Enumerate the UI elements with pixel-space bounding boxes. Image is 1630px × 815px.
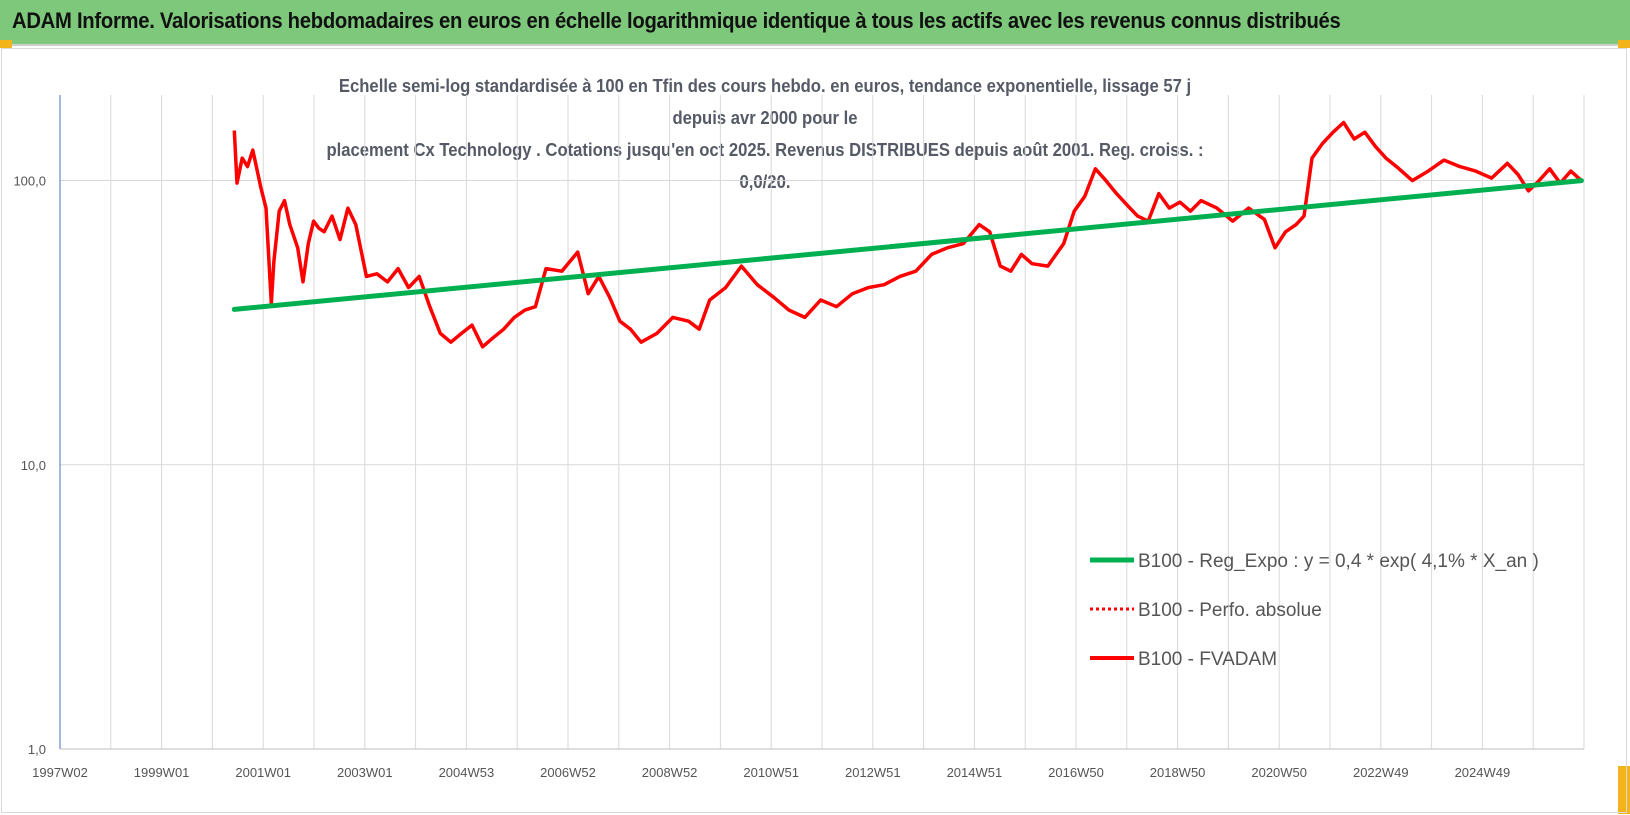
x-tick-label: 2004W53 [439, 765, 495, 780]
x-tick-label: 2016W50 [1048, 765, 1104, 780]
x-tick-label: 2006W52 [540, 765, 596, 780]
corner-marker-right [1618, 40, 1630, 48]
report-title: ADAM Informe. Valorisations hebdomadaire… [12, 8, 1341, 33]
x-tick-label: 2008W52 [642, 765, 698, 780]
chart-title: Echelle semi-log standardisée à 100 en T… [311, 70, 1220, 198]
x-tick-label: 2014W51 [947, 765, 1003, 780]
x-tick-label: 1999W01 [134, 765, 190, 780]
chart-title-line-2: placement Cx Technology . Cotations jusq… [326, 139, 1204, 192]
x-tick-label: 2012W51 [845, 765, 901, 780]
y-tick-label: 10,0 [21, 458, 46, 473]
x-tick-label: 2024W49 [1455, 765, 1511, 780]
chart-title-line-1: Echelle semi-log standardisée à 100 en T… [338, 75, 1192, 128]
series-line-fvadam [232, 120, 1583, 349]
x-tick-label: 2003W01 [337, 765, 393, 780]
x-tick-label: 2018W50 [1150, 765, 1206, 780]
x-tick-label: 2010W51 [743, 765, 799, 780]
x-tick-label: 1997W02 [32, 765, 88, 780]
y-tick-label: 100,0 [13, 174, 46, 189]
report-header-bar: ADAM Informe. Valorisations hebdomadaire… [0, 0, 1630, 46]
corner-marker-bottom-right [1618, 766, 1630, 814]
chart-frame [1, 48, 1627, 813]
series-line-reg-expo [231, 178, 1584, 312]
x-tick-label: 2001W01 [235, 765, 291, 780]
legend-label: B100 - Perfo. absolue [1138, 600, 1322, 621]
x-tick-label: 2020W50 [1251, 765, 1307, 780]
corner-marker-left [0, 40, 12, 48]
legend-label: B100 - Reg_Expo : y = 0,4 * exp( 4,1% * … [1138, 551, 1539, 572]
legend-label: B100 - FVADAM [1138, 649, 1277, 670]
y-tick-label: 1,0 [28, 742, 46, 757]
x-tick-label: 2022W49 [1353, 765, 1409, 780]
